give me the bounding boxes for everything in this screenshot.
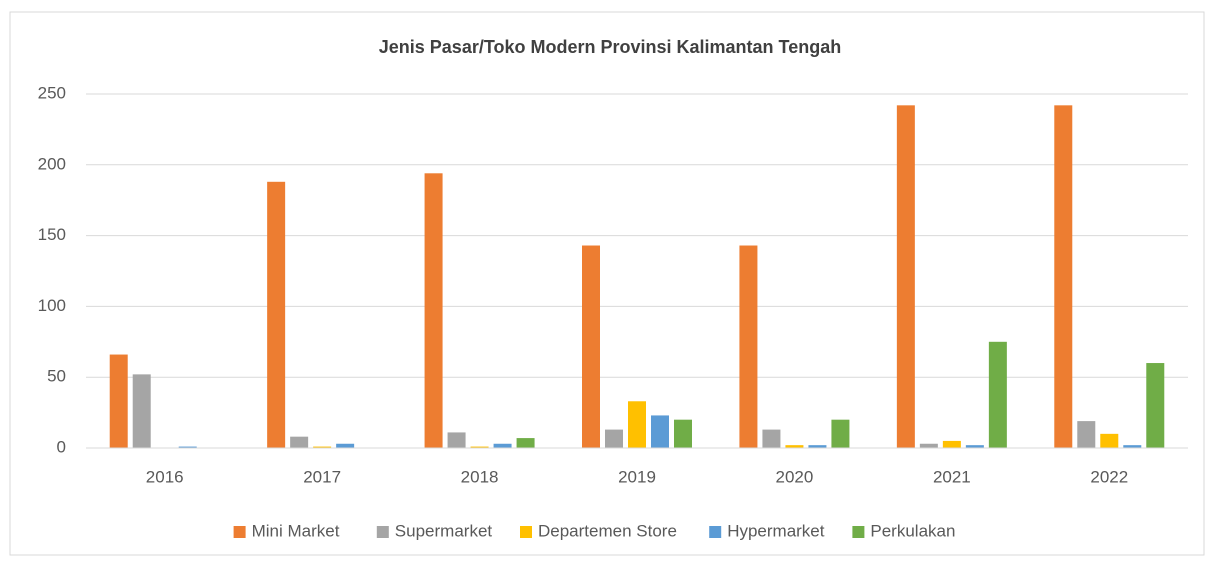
bar (313, 446, 332, 448)
y-tick-label: 200 (38, 154, 66, 173)
bar (942, 440, 961, 448)
x-tick-label: 2020 (776, 467, 814, 486)
bar (447, 432, 466, 448)
y-tick-label: 100 (38, 296, 66, 315)
bar (785, 445, 804, 448)
bar (178, 446, 197, 448)
y-tick-label: 150 (38, 225, 66, 244)
chart-title: Jenis Pasar/Toko Modern Provinsi Kaliman… (379, 37, 841, 57)
bar (267, 181, 286, 449)
bar (470, 446, 489, 448)
bar (808, 445, 827, 448)
bar (988, 341, 1007, 448)
bar (1100, 433, 1119, 448)
legend-label: Departemen Store (538, 521, 677, 540)
y-tick-label: 50 (47, 367, 66, 386)
bar (290, 436, 309, 448)
bar (831, 419, 850, 448)
bar (582, 245, 600, 448)
y-tick-label: 0 (57, 437, 66, 456)
legend-label: Hypermarket (727, 521, 825, 540)
x-tick-label: 2022 (1090, 467, 1128, 486)
bar (605, 429, 623, 448)
legend-label: Mini Market (252, 521, 340, 540)
bar (762, 429, 781, 448)
legend-swatch (852, 526, 865, 538)
legend-swatch (520, 526, 532, 538)
bar (919, 443, 938, 448)
bar (628, 401, 646, 448)
bar (424, 173, 443, 448)
bar (132, 374, 151, 448)
legend-label: Supermarket (395, 521, 493, 540)
bar (336, 443, 355, 448)
y-tick-label: 250 (38, 83, 66, 102)
x-tick-label: 2021 (933, 467, 971, 486)
bar (493, 443, 512, 448)
bar (739, 245, 758, 448)
bar (1077, 421, 1096, 448)
bar (965, 445, 984, 448)
bar (674, 419, 692, 448)
bar (651, 415, 669, 448)
legend-swatch (376, 526, 389, 538)
bar (1123, 445, 1142, 448)
legend-swatch (233, 526, 246, 538)
bar (516, 438, 535, 448)
bar (896, 105, 915, 448)
x-tick-label: 2016 (146, 467, 184, 486)
bar (1146, 363, 1165, 448)
chart-border (9, 11, 1205, 556)
bar (109, 354, 128, 448)
x-tick-label: 2017 (303, 467, 341, 486)
legend-swatch (709, 526, 722, 538)
legend-label: Perkulakan (870, 521, 955, 540)
x-tick-label: 2018 (461, 467, 499, 486)
bar (1054, 105, 1073, 448)
x-tick-label: 2019 (618, 467, 656, 486)
